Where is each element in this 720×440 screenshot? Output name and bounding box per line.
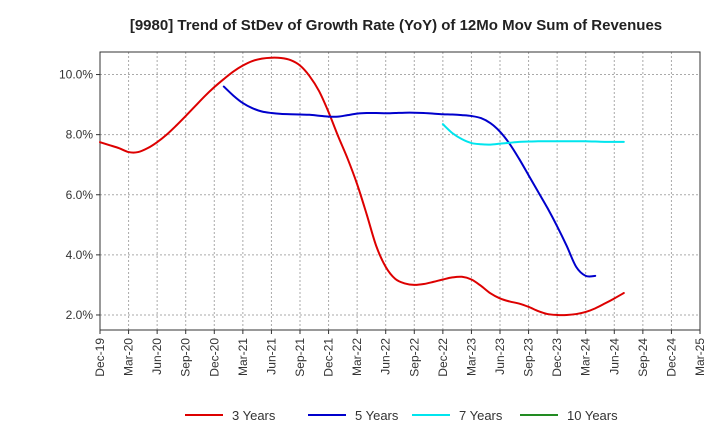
series-line-5-years (222, 85, 597, 278)
legend-label: 10 Years (567, 408, 618, 423)
x-tick-label: Mar-21 (236, 338, 250, 376)
x-tick-label: Sep-21 (293, 338, 307, 377)
x-tick-label: Dec-19 (93, 338, 107, 377)
y-tick-label: 10.0% (59, 68, 93, 82)
x-tick-label: Dec-21 (322, 338, 336, 377)
y-tick-label: 6.0% (66, 188, 94, 202)
series-line-7-years (441, 123, 625, 146)
legend: 3 Years 5 Years 7 Years 10 Years (185, 408, 618, 423)
x-tick-label: Jun-24 (607, 338, 621, 375)
legend-label: 7 Years (459, 408, 503, 423)
x-tick-label: Jun-23 (493, 338, 507, 375)
y-tick-label: 8.0% (66, 128, 94, 142)
x-tick-label: Sep-20 (179, 338, 193, 377)
x-tick-label: Jun-22 (379, 338, 393, 375)
series-lines (99, 56, 625, 317)
legend-label: 3 Years (232, 408, 276, 423)
y-tick-label: 2.0% (66, 308, 94, 322)
x-tick-label: Jun-21 (264, 338, 278, 375)
x-tick-label: Mar-23 (464, 338, 478, 376)
x-tick-label: Dec-24 (664, 338, 678, 377)
x-tick-label: Sep-23 (522, 338, 536, 377)
x-tick-label: Jun-20 (150, 338, 164, 375)
plot-frame (99, 51, 701, 331)
x-tick-label: Mar-24 (579, 338, 593, 376)
grid (100, 52, 700, 330)
x-tick-label: Dec-20 (207, 338, 221, 377)
series-line-3-years (99, 56, 625, 317)
legend-label: 5 Years (355, 408, 399, 423)
x-tick-label: Sep-22 (407, 338, 421, 377)
x-tick-label: Mar-25 (693, 338, 707, 376)
x-tick-label: Dec-22 (436, 338, 450, 377)
x-tick-label: Mar-20 (122, 338, 136, 376)
x-axis: Dec-19 Mar-20 Jun-20 Sep-20 Dec-20 Mar-21 Jun-… (93, 330, 707, 377)
y-axis: 2.0% 4.0% 6.0% 8.0% 10.0% (59, 68, 100, 322)
x-tick-label: Mar-22 (350, 338, 364, 376)
x-tick-label: Dec-23 (550, 338, 564, 377)
chart-title: [9980] Trend of StDev of Growth Rate (Yo… (130, 17, 662, 34)
x-tick-label: Sep-24 (636, 338, 650, 377)
y-tick-label: 4.0% (66, 248, 94, 262)
